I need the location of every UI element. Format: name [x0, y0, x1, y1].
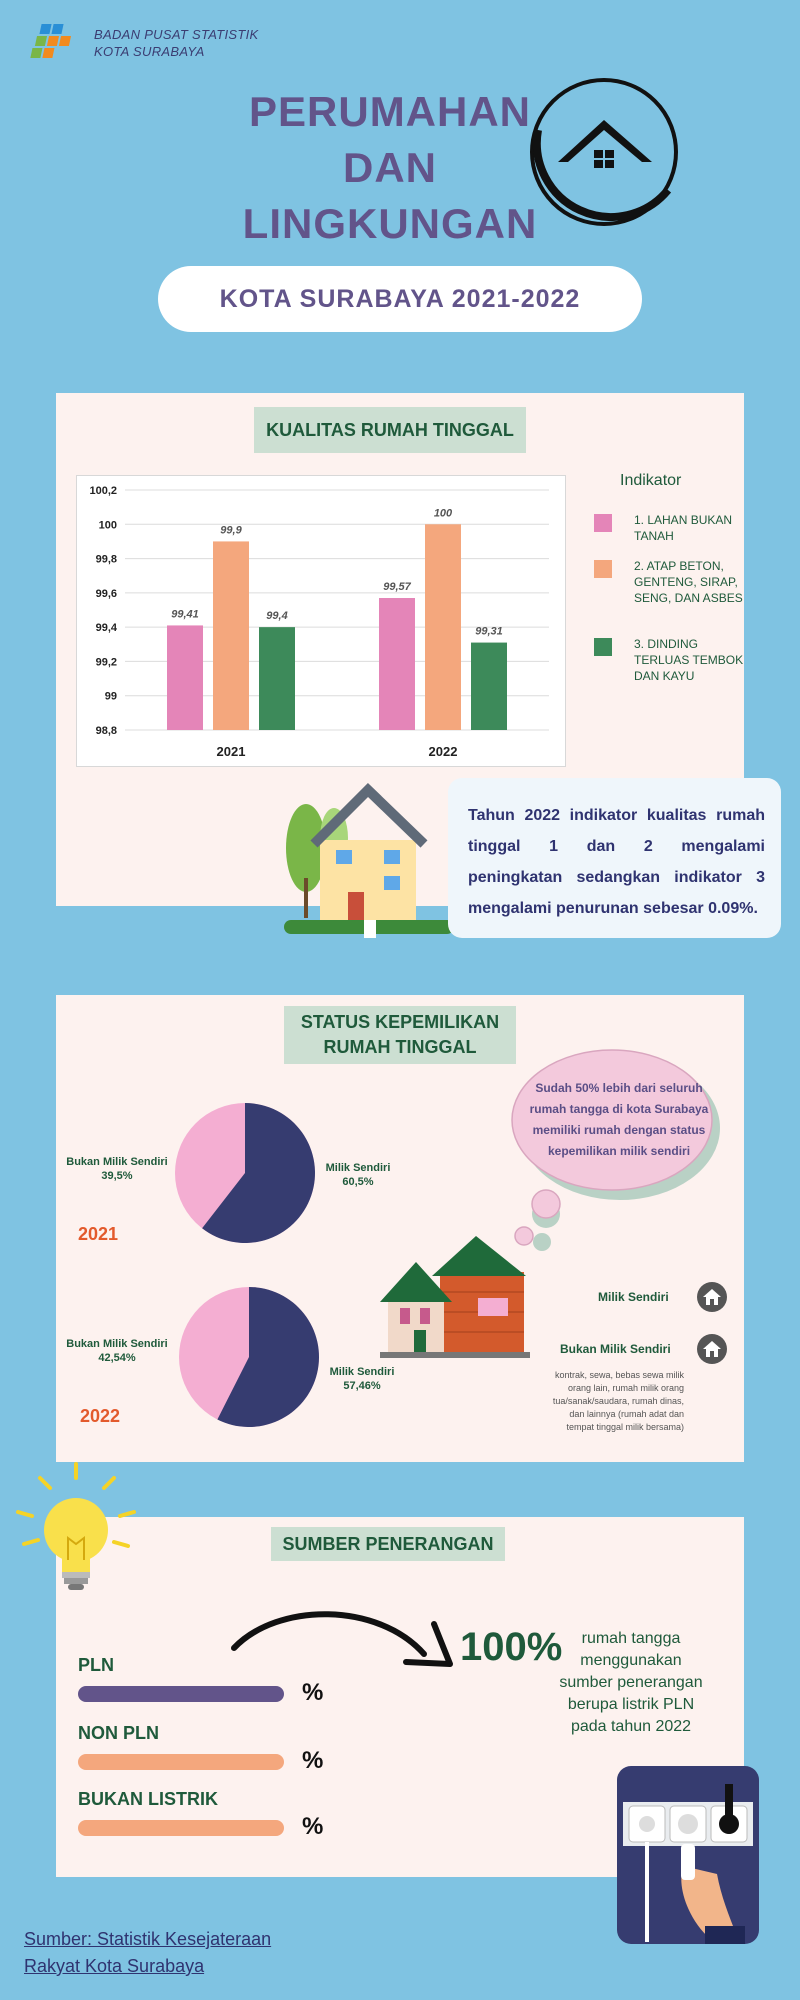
bar-pln — [78, 1686, 284, 1702]
house-illustration — [284, 782, 454, 938]
ownership-title-line1: STATUS KEPEMILIKAN — [300, 1012, 500, 1032]
pie-2022-not-own-pct: 42,54% — [98, 1352, 136, 1364]
x-tick-label: 2022 — [429, 744, 458, 759]
legend-swatch-3 — [594, 638, 612, 656]
bar — [167, 625, 203, 730]
key-note: kontrak, sewa, bebas sewa milik orang la… — [552, 1370, 684, 1432]
y-tick-label: 98,8 — [96, 725, 117, 737]
quality-section-title: KUALITAS RUMAH TINGGAL — [254, 407, 526, 453]
bar-pct-pln: % — [302, 1679, 324, 1706]
note-line-2: tinggal 1 dan 2 mengalami — [468, 838, 765, 855]
bps-logo — [30, 24, 72, 58]
pie-2022-not-own-name: Bukan Milik Sendiri — [66, 1338, 168, 1350]
quality-note: Tahun 2022 indikator kualitas rumah ting… — [448, 778, 781, 938]
house-circle-icon — [530, 78, 678, 226]
pie-2021 — [175, 1103, 315, 1243]
pie-2021-own-name: Milik Sendiri — [325, 1162, 391, 1174]
y-tick-label: 99,2 — [96, 656, 117, 668]
house-not-own-icon — [697, 1334, 727, 1364]
pie-slice-own — [217, 1287, 319, 1427]
pie-2022-year: 2022 — [80, 1406, 121, 1426]
pie-2022-own-pct: 57,46% — [343, 1380, 381, 1392]
note-line-1: Tahun 2022 indikator kualitas rumah — [468, 807, 765, 824]
note-line-3: peningkatan sedangkan indikator 3 — [468, 869, 765, 886]
bar — [379, 598, 415, 730]
key-own-label: Milik Sendiri — [598, 1290, 669, 1304]
light-bulb-icon — [16, 1462, 136, 1590]
cloud-text: Sudah 50% lebih dari seluruh rumah tangg… — [529, 1081, 709, 1158]
pie-2021-not-own-name: Bukan Milik Sendiri — [66, 1156, 168, 1168]
org-line2: KOTA SURABAYA — [94, 44, 205, 59]
data-label: 99,9 — [220, 524, 242, 536]
source-line2: Rakyat Kota Surabaya — [24, 1956, 205, 1976]
thought-cloud — [511, 1049, 720, 1251]
arrow-icon — [231, 1611, 453, 1667]
bar-non-electric — [78, 1820, 284, 1836]
note-line-4: mengalami penurunan sebesar 0.09%. — [468, 900, 758, 917]
legend-label-1: 1. LAHAN BUKAN TANAH — [634, 513, 733, 543]
bar — [259, 627, 295, 730]
key-not-own-label: Bukan Milik Sendiri — [560, 1342, 671, 1356]
title-line2: DAN — [343, 144, 437, 191]
bar — [425, 524, 461, 730]
pie-2022-own-name: Milik Sendiri — [329, 1366, 395, 1378]
x-tick-label: 2021 — [217, 744, 246, 759]
big-percentage: 100% — [460, 1625, 563, 1669]
bar-non-pln — [78, 1754, 284, 1770]
pie-2022 — [179, 1287, 319, 1427]
ownership-title-line2: RUMAH TINGGAL — [323, 1037, 477, 1057]
bar-label-pln: PLN — [78, 1655, 114, 1675]
plug-socket-icon — [617, 1766, 759, 1944]
pie-2022-not-own-label: Bukan Milik Sendiri 42,54% — [62, 1337, 172, 1365]
source-line1: Sumber: Statistik Kesejateraan — [24, 1929, 272, 1949]
data-label: 99,57 — [383, 581, 411, 593]
ownership-section-title: STATUS KEPEMILIKAN RUMAH TINGGAL — [284, 1006, 516, 1064]
pie-2022-own-label: Milik Sendiri 57,46% — [322, 1365, 402, 1393]
pie-2021-not-own-label: Bukan Milik Sendiri 39,5% — [62, 1155, 172, 1183]
legend-title: Indikator — [620, 472, 682, 489]
legend-label-2: 2. ATAP BETON, GENTENG, SIRAP, SENG, DAN… — [634, 559, 743, 605]
lighting-section-title: SUMBER PENERANGAN — [271, 1527, 505, 1561]
bar — [471, 642, 507, 730]
y-tick-label: 99,4 — [96, 622, 118, 634]
data-label: 99,41 — [171, 608, 199, 620]
bar-pct-non-pln: % — [302, 1747, 324, 1774]
title-line3: LINGKUNGAN — [242, 200, 538, 247]
y-tick-label: 99,6 — [96, 588, 117, 600]
pie-2021-year: 2021 — [78, 1224, 119, 1244]
y-tick-label: 100 — [99, 519, 117, 531]
y-tick-label: 99,8 — [96, 554, 117, 566]
legend-swatch-1 — [594, 514, 612, 532]
bar-label-non-pln: NON PLN — [78, 1723, 159, 1743]
legend-swatch-2 — [594, 560, 612, 578]
page-title: PERUMAHAN DAN LINGKUNGAN — [200, 84, 580, 252]
org-line1: BADAN PUSAT STATISTIK — [94, 27, 259, 42]
legend-label-3: 3. DINDING TERLUAS TEMBOK DAN KAYU — [634, 637, 744, 683]
data-label: 99,31 — [475, 626, 503, 638]
data-label: 99,4 — [266, 610, 287, 622]
pie-2021-not-own-pct: 39,5% — [101, 1170, 133, 1182]
quality-bar-chart: 98,8 99 99,2 99,4 99,6 99,8 100 100,2 99,41 99,9 9… — [89, 485, 549, 759]
y-tick-label: 100,2 — [89, 485, 117, 497]
quality-chart: 98,8 99 99,2 99,4 99,6 99,8 100 100,2 99,41 99,9 9… — [76, 475, 566, 767]
bar-label-non-electric: BUKAN LISTRIK — [78, 1789, 218, 1809]
y-tick-label: 99 — [105, 691, 117, 703]
pie-2021-own-pct: 60,5% — [342, 1176, 374, 1188]
subtitle-pill: KOTA SURABAYA 2021-2022 — [158, 266, 642, 332]
pie-2021-own-label: Milik Sendiri 60,5% — [318, 1161, 398, 1189]
bar — [213, 541, 249, 730]
data-label: 100 — [434, 507, 453, 519]
bar-pct-non-electric: % — [302, 1813, 324, 1840]
org-name: BADAN PUSAT STATISTIK KOTA SURABAYA — [94, 26, 259, 60]
brick-house-illustration — [380, 1236, 530, 1358]
pie-slice-own — [202, 1103, 315, 1243]
title-line1: PERUMAHAN — [249, 88, 531, 135]
source-note[interactable]: Sumber: Statistik Kesejateraan Rakyat Ko… — [24, 1926, 271, 1980]
house-own-icon — [697, 1282, 727, 1312]
percentage-description: rumah tangga menggunakan sumber penerang… — [559, 1630, 703, 1735]
